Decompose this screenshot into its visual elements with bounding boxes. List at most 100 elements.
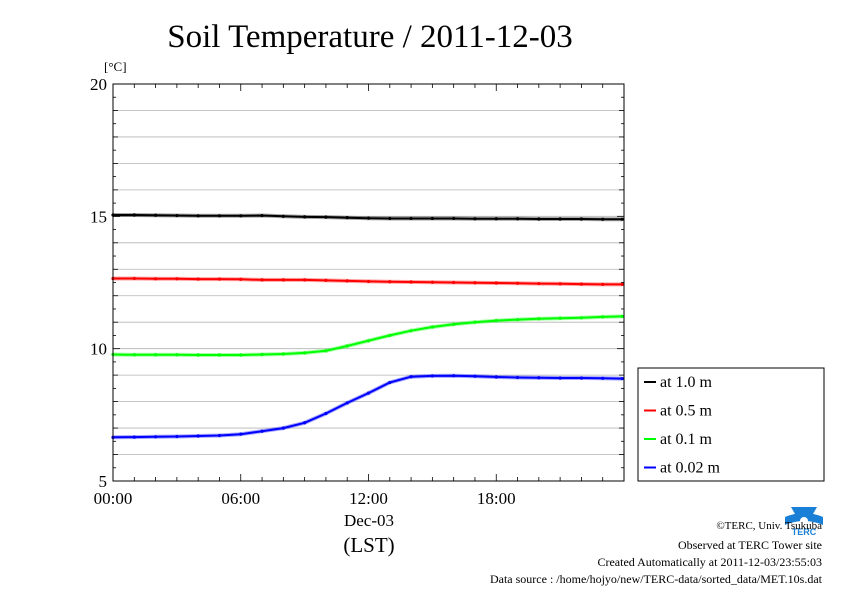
data-point [345, 279, 349, 283]
axis-ticks: 5 10 15 20 00:00 06:00 12:00 18:00 [90, 75, 625, 508]
data-point [303, 215, 307, 219]
data-point [196, 353, 200, 357]
terc-logo: TERC [783, 503, 825, 537]
x-tick-label: 00:00 [94, 489, 133, 508]
data-point [452, 322, 456, 326]
data-point [281, 278, 285, 282]
data-point [537, 376, 541, 380]
data-point [324, 215, 328, 219]
data-point [217, 353, 222, 357]
data-point [558, 316, 562, 320]
y-tick-label: 20 [90, 75, 107, 94]
data-point [175, 213, 179, 218]
footer-source: Data source : /home/hojyo/new/TERC-data/… [489, 572, 822, 586]
data-point [196, 434, 200, 438]
data-point [515, 317, 520, 322]
data-point [217, 277, 222, 281]
data-point [537, 317, 541, 321]
data-point [366, 279, 371, 284]
y-axis-label: [°C] [104, 59, 127, 74]
data-point [430, 216, 434, 221]
series-layer [111, 213, 624, 440]
data-point [153, 435, 158, 439]
data-point [579, 316, 584, 320]
data-point [452, 280, 456, 285]
data-point [324, 278, 328, 282]
data-point [260, 352, 264, 357]
data-point [260, 429, 264, 433]
footer-copyright: ©TERC, Univ. Tsukuba [716, 520, 822, 532]
data-point [620, 376, 624, 381]
data-point [409, 280, 413, 284]
data-point [303, 278, 307, 282]
legend-label: at 0.02 m [660, 460, 721, 477]
legend: at 1.0 m at 0.5 m at 0.1 m at 0.02 m [637, 367, 825, 482]
data-point [537, 281, 541, 286]
data-point [345, 401, 349, 405]
data-point [388, 333, 392, 338]
data-point [620, 314, 624, 318]
data-point [132, 276, 136, 281]
data-point [430, 280, 434, 284]
x-tick-label: 12:00 [349, 489, 388, 508]
data-point [281, 352, 285, 356]
data-point [132, 435, 136, 439]
data-point [239, 432, 243, 436]
data-point [217, 433, 222, 438]
footer-created: Created Automatically at 2011-12-03/23:5… [597, 555, 822, 569]
x-tick-label: 06:00 [221, 489, 260, 508]
data-point [153, 213, 158, 217]
legend-box [637, 367, 825, 482]
data-point [324, 349, 328, 353]
data-point [217, 214, 222, 218]
data-point [558, 282, 562, 286]
data-point [409, 375, 413, 379]
data-point [494, 319, 498, 323]
data-point [388, 380, 392, 385]
legend-label: at 0.5 m [660, 403, 713, 420]
y-tick-label: 10 [90, 340, 107, 359]
data-point [601, 282, 605, 286]
data-point [537, 217, 541, 221]
legend-label: at 1.0 m [660, 374, 713, 391]
data-point [345, 344, 349, 348]
legend-label: at 0.1 m [660, 431, 713, 448]
data-point [494, 281, 498, 285]
data-point [515, 375, 520, 380]
data-point [473, 281, 477, 285]
data-point [409, 329, 413, 333]
data-point [153, 277, 158, 281]
data-point [175, 353, 179, 357]
data-point [601, 217, 605, 221]
data-point [196, 214, 200, 218]
data-point [473, 320, 477, 324]
data-point [558, 376, 562, 380]
data-point [579, 376, 584, 380]
footer-observed: Observed at TERC Tower site [677, 538, 822, 552]
data-point [281, 426, 285, 430]
data-point [388, 280, 392, 284]
chart-title: Soil Temperature / 2011-12-03 [167, 19, 573, 55]
data-point [132, 213, 136, 217]
x-tick-label: 18:00 [477, 489, 516, 508]
data-point [324, 411, 328, 416]
data-point [473, 217, 477, 221]
data-point [430, 374, 434, 378]
data-point [239, 277, 243, 281]
data-point [579, 282, 584, 286]
data-point [558, 217, 562, 221]
y-tick-label: 15 [90, 207, 107, 226]
x-axis-unit: (LST) [343, 533, 394, 557]
data-point [132, 353, 136, 357]
data-point [601, 376, 605, 380]
data-point [239, 353, 243, 357]
data-point [175, 277, 179, 281]
data-point [239, 214, 243, 218]
data-point [409, 216, 413, 221]
data-point [452, 374, 456, 378]
data-point [515, 281, 520, 285]
data-point [281, 214, 285, 218]
data-point [579, 217, 584, 221]
data-point [494, 375, 498, 379]
